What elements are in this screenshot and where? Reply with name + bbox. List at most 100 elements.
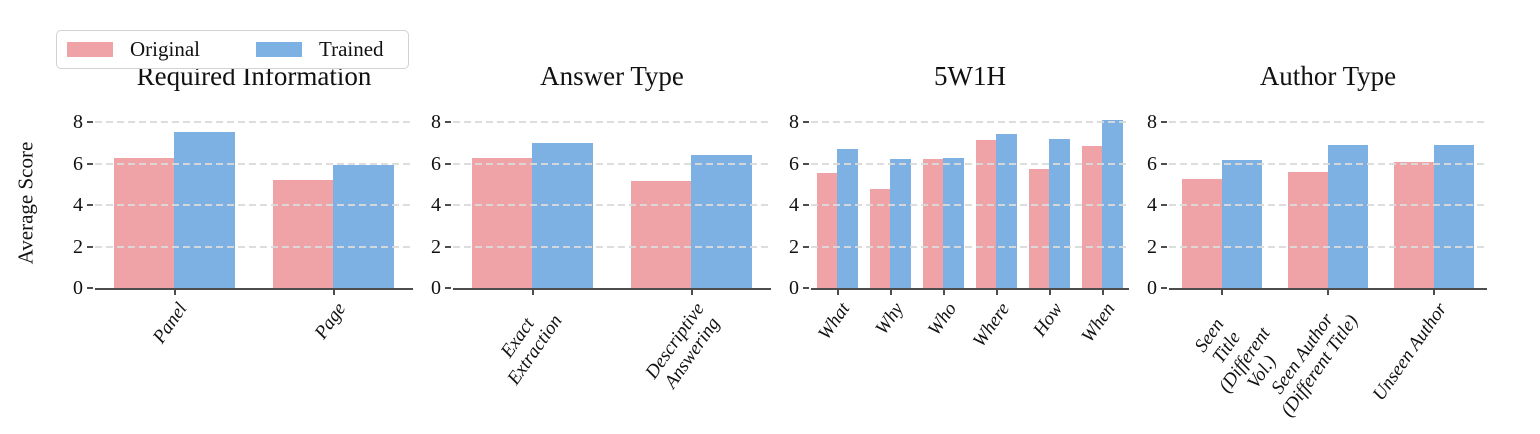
gridline bbox=[453, 245, 771, 248]
y-tick-label: 4 bbox=[73, 194, 83, 217]
bar-group bbox=[817, 112, 858, 288]
bar-trained bbox=[996, 133, 1017, 288]
bar-trained bbox=[691, 155, 752, 288]
y-tick-label: 0 bbox=[1147, 277, 1157, 299]
x-category-label: Panel bbox=[149, 299, 192, 348]
y-tick-label: 8 bbox=[73, 111, 83, 134]
bar-trained bbox=[174, 131, 235, 288]
x-category-label: Where bbox=[968, 299, 1014, 352]
y-tick-mark bbox=[1161, 121, 1167, 124]
y-tick-label: 2 bbox=[789, 235, 799, 258]
category-slot bbox=[453, 112, 612, 288]
y-tick-label: 2 bbox=[1147, 235, 1157, 258]
bar-original bbox=[870, 188, 891, 288]
bar-group bbox=[1287, 112, 1369, 288]
category-slot bbox=[1381, 112, 1487, 288]
x-tick-mark bbox=[690, 290, 693, 295]
gridline bbox=[811, 245, 1129, 248]
bar-trained bbox=[1327, 145, 1369, 288]
bar-group bbox=[976, 112, 1017, 288]
gridline bbox=[95, 121, 413, 124]
legend-label-original: Original bbox=[130, 37, 200, 61]
bar-slots bbox=[1169, 112, 1487, 288]
x-tick-mark bbox=[332, 290, 335, 295]
category-slot bbox=[917, 112, 970, 288]
x-tick-mark bbox=[836, 290, 839, 295]
category-slot bbox=[864, 112, 917, 288]
y-tick-mark bbox=[1161, 162, 1167, 165]
category-slot bbox=[95, 112, 254, 288]
bar-original bbox=[976, 139, 997, 288]
y-tick-mark bbox=[445, 121, 451, 124]
bar-group bbox=[870, 112, 911, 288]
bar-original bbox=[923, 158, 944, 288]
bar-original bbox=[631, 181, 692, 288]
bar-group bbox=[472, 112, 593, 288]
bar-slots bbox=[811, 112, 1129, 288]
category-slot bbox=[811, 112, 864, 288]
x-axis-labels: Panel Page bbox=[95, 290, 413, 430]
x-category-label: What bbox=[814, 299, 855, 344]
y-tick-label: 8 bbox=[1147, 111, 1157, 134]
bar-trained bbox=[1221, 159, 1263, 288]
bar-group bbox=[631, 112, 752, 288]
original-color-swatch bbox=[67, 42, 113, 57]
category-slot bbox=[1023, 112, 1076, 288]
bar-trained bbox=[1049, 138, 1070, 288]
x-tick-mark bbox=[1221, 290, 1223, 295]
y-tick-mark bbox=[87, 121, 93, 124]
y-tick-mark bbox=[445, 287, 451, 289]
y-tick-mark bbox=[87, 162, 93, 165]
bar-slots bbox=[453, 112, 771, 288]
legend-label-trained: Trained bbox=[318, 37, 384, 61]
x-axis-labels: Seen Title (Different Vol.) Seen Author (… bbox=[1169, 290, 1487, 430]
x-tick-mark bbox=[531, 290, 534, 295]
x-tick-mark bbox=[173, 290, 176, 295]
gridline bbox=[1169, 121, 1487, 124]
gridline bbox=[95, 162, 413, 165]
bar-trained bbox=[837, 149, 858, 288]
y-tick-label: 0 bbox=[431, 277, 441, 299]
y-axis-ticks: 0 2 4 6 8 bbox=[771, 112, 811, 298]
x-category-label: Why bbox=[871, 299, 908, 339]
x-axis-labels: Exact Extraction Descriptive Answering bbox=[453, 290, 771, 430]
plot-area bbox=[453, 112, 771, 290]
y-axis-ticks: 0 2 4 6 8 bbox=[1129, 111, 1169, 298]
trained-color-swatch bbox=[255, 42, 302, 57]
gridline bbox=[1169, 204, 1487, 207]
y-tick-mark bbox=[87, 204, 93, 207]
bar-group bbox=[1393, 112, 1475, 288]
bar-slots bbox=[95, 112, 413, 288]
x-category-label: Descriptive Answering bbox=[641, 299, 725, 393]
bar-group bbox=[923, 112, 964, 288]
legend-item-trained: Trained bbox=[255, 37, 384, 62]
bar-trained bbox=[890, 158, 911, 288]
subplot-5w1h: 5W1H 0 2 4 6 8 What Why Who Where How When bbox=[771, 58, 1129, 430]
bar-group bbox=[1181, 112, 1263, 288]
y-tick-label: 6 bbox=[1147, 152, 1157, 175]
bar-original bbox=[1393, 161, 1434, 288]
y-tick-label: 6 bbox=[431, 152, 441, 175]
y-tick-mark bbox=[803, 121, 809, 124]
y-axis-label: Average Score bbox=[13, 141, 38, 265]
x-category-label: Page bbox=[311, 299, 351, 344]
bar-original bbox=[1029, 168, 1050, 288]
y-tick-label: 4 bbox=[431, 194, 441, 217]
y-tick-mark bbox=[445, 162, 451, 165]
bar-original bbox=[1181, 179, 1222, 288]
bar-original bbox=[472, 157, 533, 288]
bar-original bbox=[817, 173, 838, 288]
y-tick-mark bbox=[445, 204, 451, 207]
subplot-title: Author Type bbox=[1259, 61, 1397, 91]
y-tick-mark bbox=[1161, 245, 1167, 248]
x-tick-mark bbox=[995, 290, 998, 295]
gridline bbox=[811, 121, 1129, 124]
legend: Original Trained bbox=[56, 30, 409, 69]
y-tick-label: 2 bbox=[431, 235, 441, 258]
legend-item-original: Original bbox=[67, 37, 200, 62]
subplot-title: Answer Type bbox=[540, 61, 684, 91]
gridline bbox=[453, 162, 771, 165]
plot-area bbox=[95, 112, 413, 290]
y-tick-mark bbox=[1161, 204, 1167, 207]
